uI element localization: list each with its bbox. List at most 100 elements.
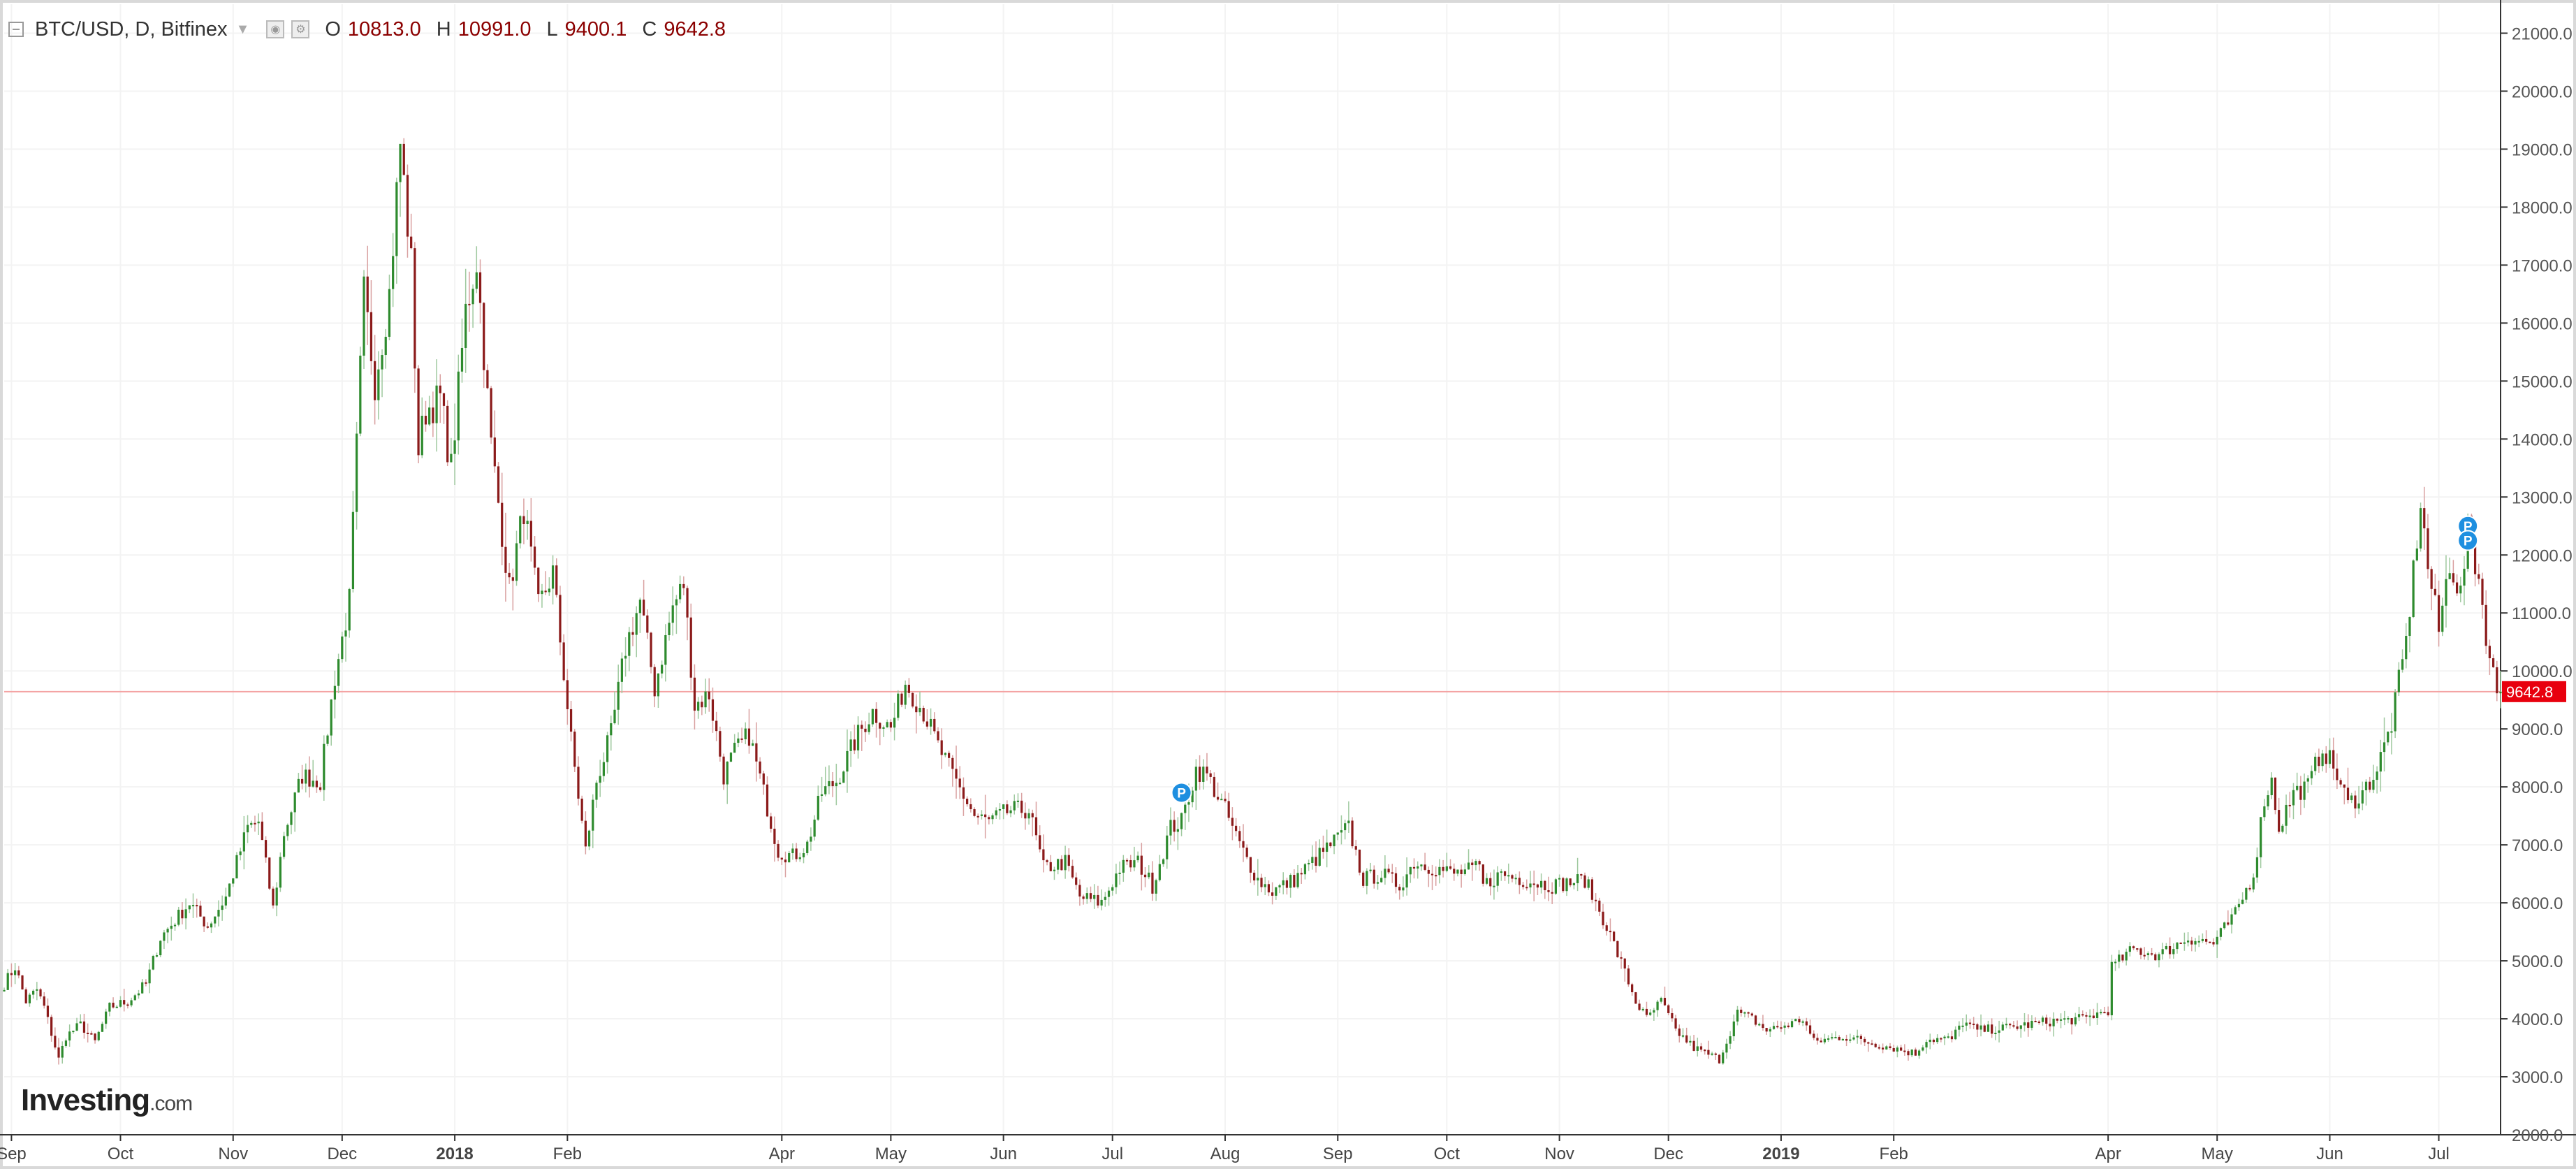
candle-up[interactable] <box>2306 778 2309 782</box>
candle-up[interactable] <box>119 1000 122 1007</box>
candle-down[interactable] <box>958 778 961 787</box>
candle-up[interactable] <box>2030 1020 2033 1028</box>
candle-up[interactable] <box>290 812 293 825</box>
candle-up[interactable] <box>1758 1024 1761 1026</box>
candle-up[interactable] <box>868 724 870 732</box>
candle-up[interactable] <box>232 878 235 884</box>
candle-down[interactable] <box>969 804 972 810</box>
candle-down[interactable] <box>1616 941 1619 957</box>
candle-down[interactable] <box>1242 841 1245 848</box>
candle-up[interactable] <box>657 673 660 697</box>
candle-down[interactable] <box>1605 925 1608 931</box>
candle-up[interactable] <box>806 841 809 854</box>
candle-down[interactable] <box>1293 875 1296 887</box>
candle-down[interactable] <box>1071 866 1074 878</box>
candle-down[interactable] <box>984 814 987 818</box>
event-marker[interactable] <box>2457 530 2479 551</box>
candle-down[interactable] <box>988 817 990 820</box>
candle-up[interactable] <box>108 1003 111 1012</box>
candle-up[interactable] <box>817 795 819 820</box>
candle-down[interactable] <box>1252 872 1256 881</box>
candle-down[interactable] <box>1271 892 1274 896</box>
candle-up[interactable] <box>679 583 682 600</box>
candle-up[interactable] <box>820 794 824 796</box>
candle-up[interactable] <box>1420 864 1423 866</box>
candle-up[interactable] <box>79 1021 82 1024</box>
candle-down[interactable] <box>1209 773 1212 777</box>
candle-up[interactable] <box>671 605 674 623</box>
candle-up[interactable] <box>330 699 332 736</box>
candle-up[interactable] <box>1831 1037 1834 1039</box>
candle-down[interactable] <box>1151 872 1154 894</box>
candle-up[interactable] <box>2383 742 2386 753</box>
candle-up[interactable] <box>2281 825 2284 832</box>
candle-down[interactable] <box>1525 887 1528 889</box>
candle-up[interactable] <box>526 521 529 525</box>
candle-down[interactable] <box>1940 1038 1942 1040</box>
candle-up[interactable] <box>2394 692 2396 732</box>
candle-down[interactable] <box>1973 1024 1975 1026</box>
candle-up[interactable] <box>2441 605 2444 632</box>
candle-down[interactable] <box>1627 968 1630 985</box>
candle-up[interactable] <box>2114 961 2117 964</box>
candle-down[interactable] <box>900 693 903 705</box>
candle-down[interactable] <box>2190 941 2193 945</box>
candle-down[interactable] <box>468 303 471 305</box>
candle-up[interactable] <box>1369 869 1372 871</box>
candle-up[interactable] <box>1118 872 1121 874</box>
candle-up[interactable] <box>2310 771 2313 778</box>
candle-up[interactable] <box>141 982 144 994</box>
candle-up[interactable] <box>2270 777 2273 796</box>
candle-up[interactable] <box>1347 820 1350 824</box>
candle-down[interactable] <box>1845 1038 1848 1041</box>
candle-up[interactable] <box>188 905 191 910</box>
candle-up[interactable] <box>2314 756 2317 771</box>
candle-down[interactable] <box>1315 857 1317 866</box>
candle-up[interactable] <box>1333 834 1335 847</box>
candle-down[interactable] <box>1042 849 1045 861</box>
candle-down[interactable] <box>39 989 42 997</box>
candle-down[interactable] <box>1991 1024 1993 1034</box>
candle-up[interactable] <box>1107 890 1111 897</box>
candle-down[interactable] <box>879 723 881 729</box>
candle-down[interactable] <box>1740 1009 1743 1013</box>
candle-up[interactable] <box>2110 961 2113 1016</box>
candle-down[interactable] <box>937 731 939 741</box>
candle-up[interactable] <box>399 143 402 182</box>
candle-down[interactable] <box>2227 922 2230 925</box>
candle-up[interactable] <box>1587 879 1590 888</box>
candle-down[interactable] <box>1453 869 1456 874</box>
candle-up[interactable] <box>1104 896 1106 900</box>
candle-up[interactable] <box>752 743 754 746</box>
candle-down[interactable] <box>1373 869 1375 884</box>
candle-up[interactable] <box>2255 857 2259 878</box>
candle-down[interactable] <box>689 617 692 678</box>
candle-up[interactable] <box>2165 945 2167 950</box>
candle-down[interactable] <box>43 996 45 1006</box>
candle-up[interactable] <box>173 924 177 927</box>
candle-down[interactable] <box>2434 588 2436 595</box>
candle-down[interactable] <box>1322 848 1325 852</box>
candle-up[interactable] <box>729 753 733 762</box>
candle-down[interactable] <box>686 588 689 618</box>
candle-up[interactable] <box>1264 884 1266 887</box>
candle-down[interactable] <box>864 728 867 732</box>
candle-down[interactable] <box>2027 1022 2030 1028</box>
candle-down[interactable] <box>10 973 13 975</box>
candle-up[interactable] <box>1282 880 1285 885</box>
candle-down[interactable] <box>1816 1038 1819 1041</box>
candle-down[interactable] <box>1097 894 1099 906</box>
candle-down[interactable] <box>1914 1050 1917 1056</box>
candle-up[interactable] <box>1409 866 1412 875</box>
candle-up[interactable] <box>1841 1038 1844 1040</box>
candle-up[interactable] <box>420 416 423 456</box>
candle-down[interactable] <box>1234 825 1238 832</box>
candle-up[interactable] <box>798 857 801 859</box>
candle-up[interactable] <box>813 820 816 837</box>
candle-down[interactable] <box>966 799 969 804</box>
candle-down[interactable] <box>2103 1012 2106 1014</box>
candle-up[interactable] <box>1998 1030 2000 1033</box>
candle-up[interactable] <box>595 783 598 800</box>
candle-down[interactable] <box>650 632 652 667</box>
candle-down[interactable] <box>533 546 536 568</box>
